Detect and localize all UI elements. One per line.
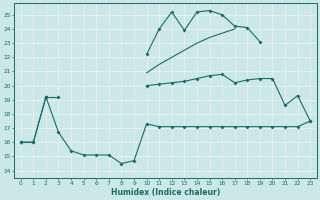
X-axis label: Humidex (Indice chaleur): Humidex (Indice chaleur) bbox=[111, 188, 220, 197]
